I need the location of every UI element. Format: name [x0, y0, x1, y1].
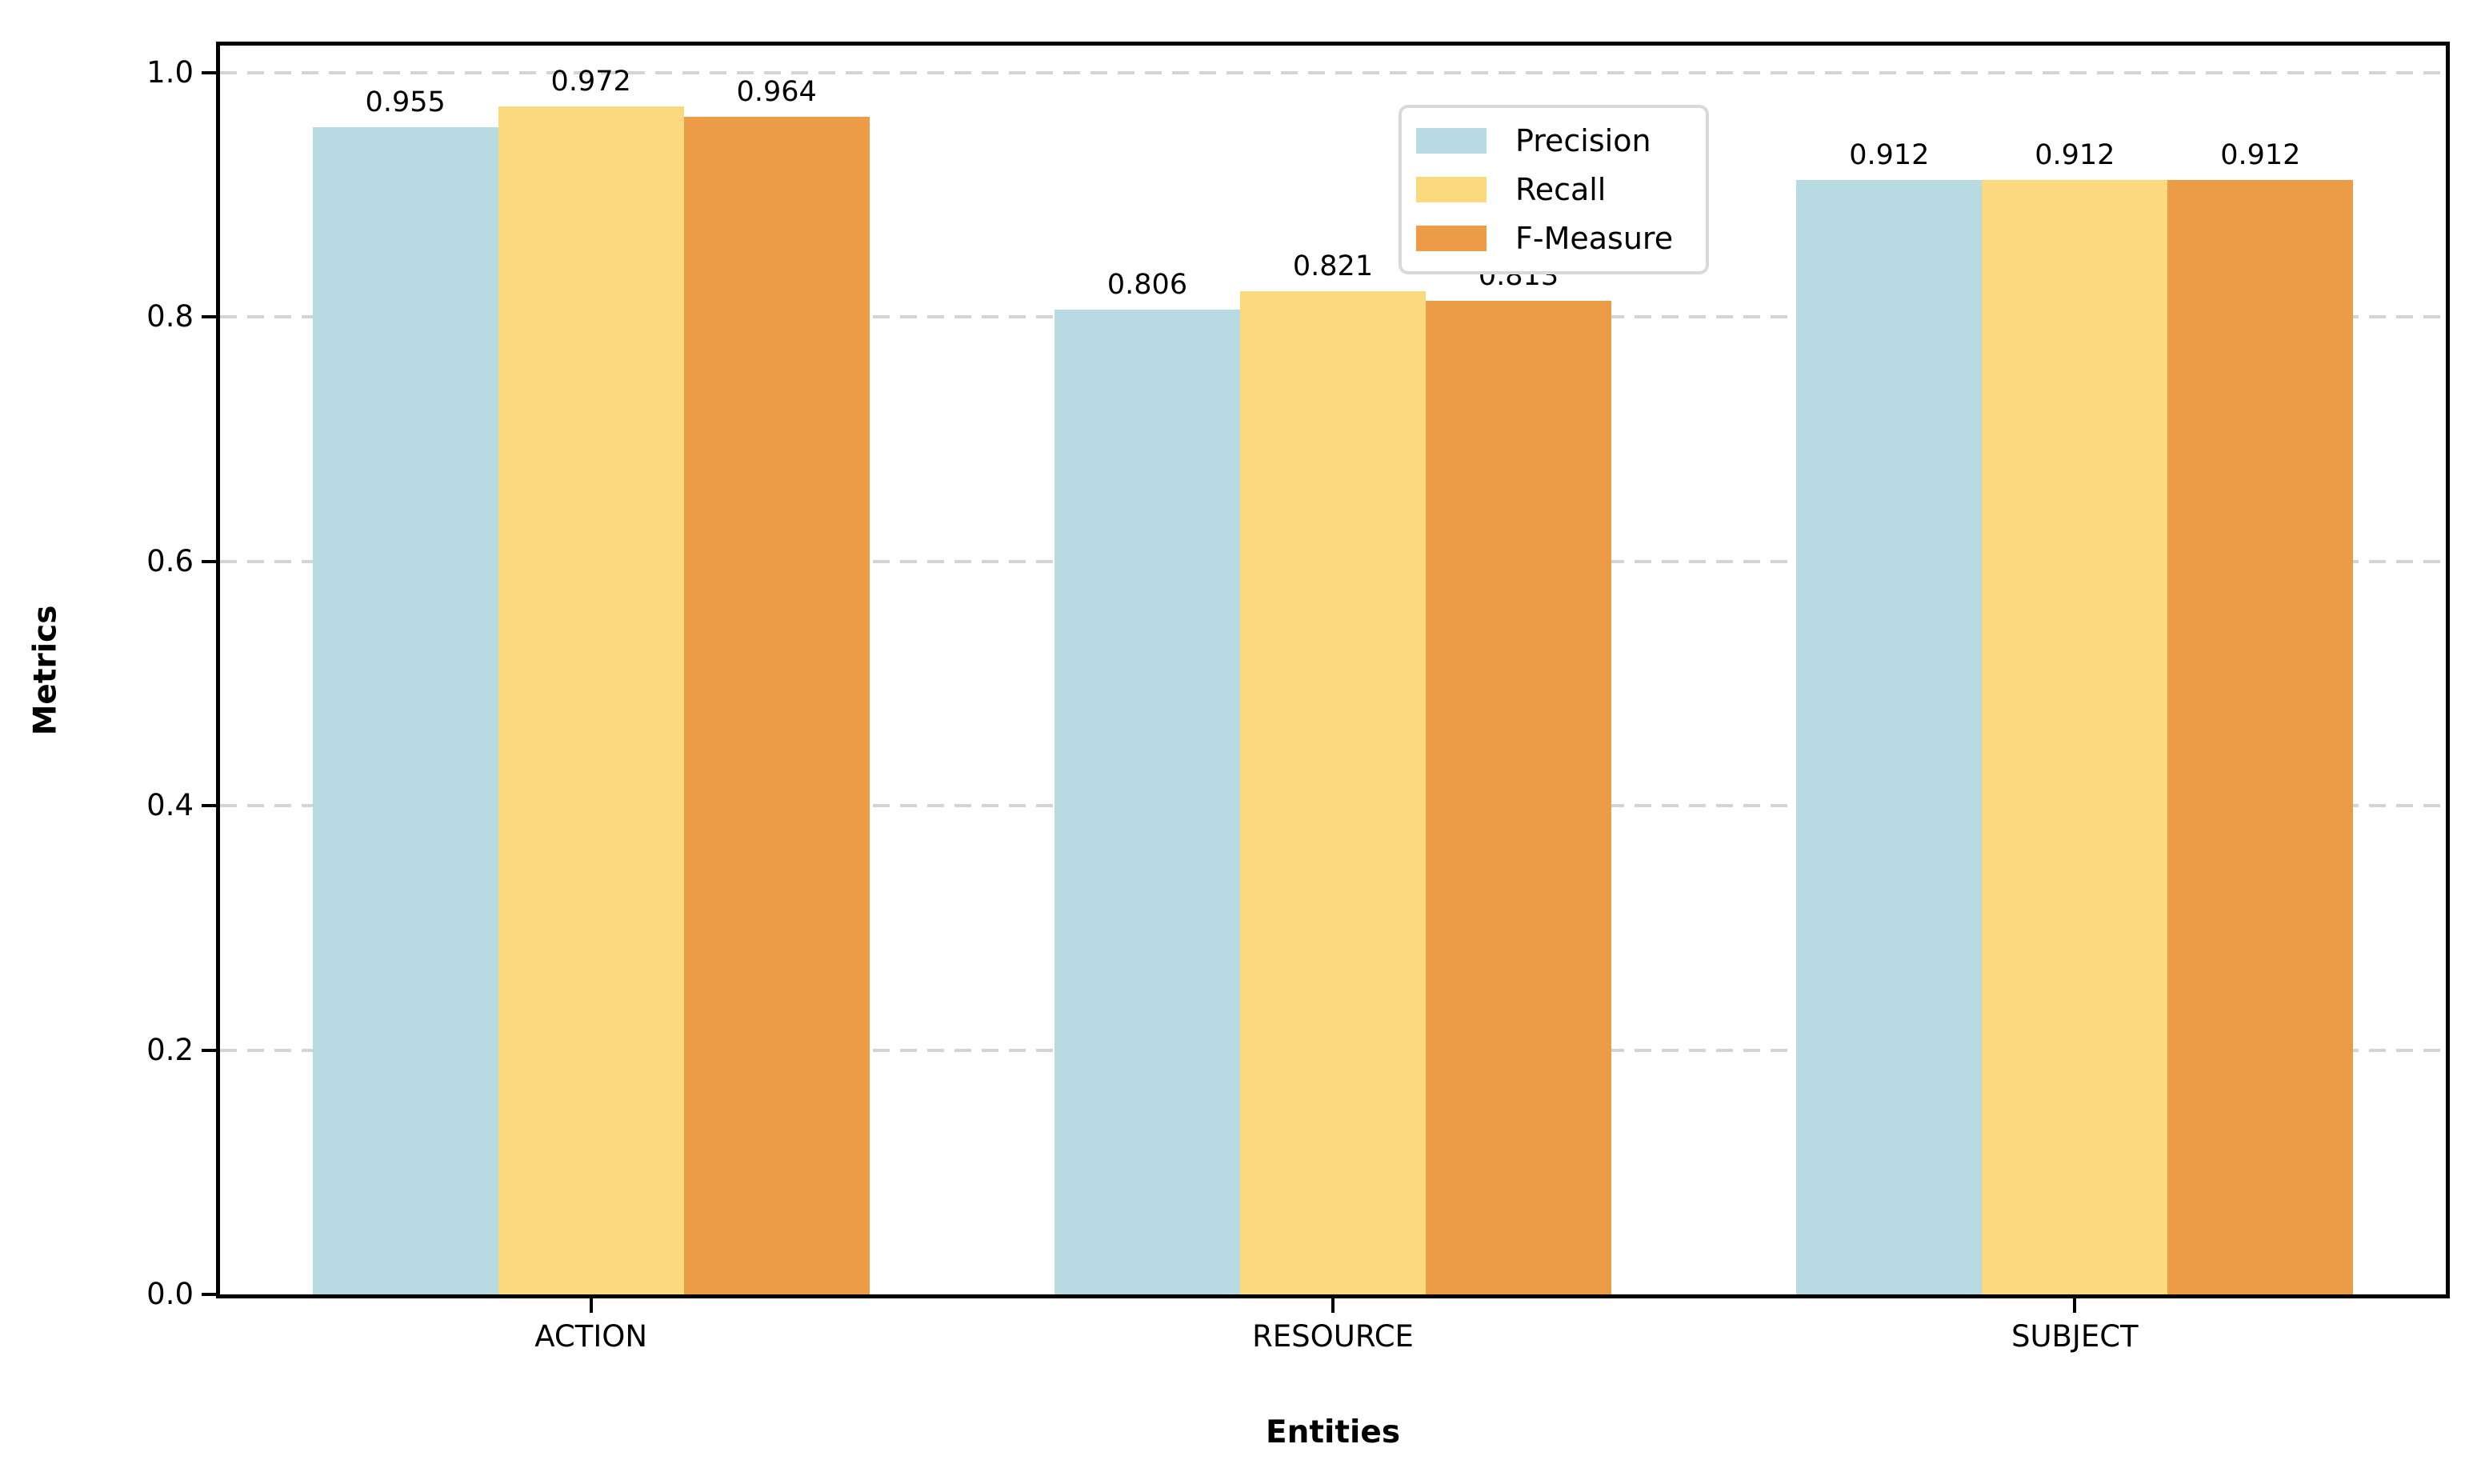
y-tick-label: 0.2 [146, 1032, 194, 1067]
x-tick-mark [589, 1298, 593, 1313]
bar-resource-precision [1054, 309, 1240, 1294]
x-tick-label-subject: SUBJECT [2011, 1319, 2139, 1354]
bar-resource-recall [1240, 291, 1426, 1294]
y-tick-label: 0.0 [146, 1277, 194, 1311]
x-tick-label-action: ACTION [534, 1319, 648, 1354]
y-tick-label: 0.6 [146, 543, 194, 578]
y-tick-label: 0.8 [146, 299, 194, 334]
value-label-action-recall: 0.972 [550, 66, 631, 98]
legend-swatch-icon [1416, 127, 1487, 154]
bar-subject-f-measure [2167, 180, 2354, 1294]
legend-swatch-icon [1416, 176, 1487, 202]
legend-label: F-Measure [1515, 221, 1674, 257]
gridline-1.0 [220, 70, 2446, 74]
value-label-action-f-measure: 0.964 [736, 75, 817, 108]
legend-label: Recall [1515, 171, 1607, 207]
legend-swatch-icon [1416, 226, 1487, 252]
value-label-resource-recall: 0.821 [1292, 250, 1374, 282]
y-tick-mark [202, 804, 216, 808]
bar-subject-precision [1796, 180, 1983, 1294]
y-tick-mark [202, 70, 216, 74]
y-tick-mark [202, 1293, 216, 1296]
bar-action-f-measure [683, 116, 870, 1294]
x-axis-title: Entities [1265, 1414, 1401, 1450]
y-tick-label: 1.0 [146, 54, 194, 90]
bar-action-recall [498, 106, 684, 1294]
value-label-action-precision: 0.955 [365, 86, 446, 119]
x-tick-label-resource: RESOURCE [1252, 1319, 1414, 1354]
plot-area: 0.955 0.972 0.964 0.806 0.821 0.813 0.912 0.912… [216, 42, 2450, 1298]
x-tick-mark [1331, 1298, 1335, 1313]
y-tick-mark [202, 315, 216, 319]
legend-item-f-measure: F-Measure [1416, 221, 1691, 256]
value-label-subject-recall: 0.912 [2035, 139, 2115, 171]
legend-label: Precision [1515, 122, 1651, 158]
value-label-subject-precision: 0.912 [1849, 139, 1930, 171]
legend: Precision Recall F-Measure [1399, 105, 1709, 274]
legend-item-recall: Recall [1416, 172, 1691, 207]
bar-resource-f-measure [1426, 301, 1611, 1294]
y-tick-mark [202, 559, 216, 563]
bar-subject-recall [1982, 180, 2168, 1294]
value-label-resource-precision: 0.806 [1106, 268, 1188, 301]
y-tick-mark [202, 1048, 216, 1052]
y-axis-title: Metrics [27, 605, 64, 736]
legend-item-precision: Precision [1416, 123, 1691, 158]
y-tick-label: 0.4 [146, 788, 194, 823]
bar-action-precision [312, 127, 498, 1294]
value-label-subject-f-measure: 0.912 [2220, 139, 2301, 171]
x-tick-mark [2073, 1298, 2077, 1313]
